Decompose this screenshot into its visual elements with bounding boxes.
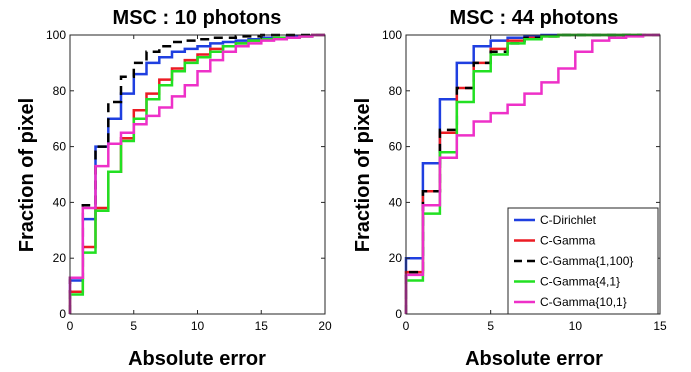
x-axis-label: Absolute error: [465, 348, 603, 370]
series-line-gamma_10_1: [404, 33, 660, 314]
x-tick-label: 20: [318, 319, 332, 333]
x-tick-label: 15: [255, 319, 269, 333]
chart-title: MSC : 44 photons: [450, 7, 619, 29]
y-tick-label: 80: [53, 84, 67, 98]
y-axis-label: Fraction of pixel: [16, 98, 38, 252]
y-tick-label: 100: [382, 28, 402, 42]
x-tick-label: 0: [403, 319, 410, 333]
legend-label: C-Gamma{4,1}: [540, 275, 620, 289]
legend-label: C-Dirichlet: [540, 213, 597, 227]
y-tick-label: 100: [46, 28, 66, 42]
y-tick-label: 20: [389, 251, 403, 265]
x-tick-label: 5: [130, 319, 137, 333]
series-line-gamma_10_1: [68, 33, 325, 314]
chart-panel-left: MSC : 10 photons Fraction of pixel Absol…: [16, 7, 332, 370]
x-tick-label: 10: [191, 319, 205, 333]
x-tick-label: 5: [487, 319, 494, 333]
y-tick-label: 40: [53, 195, 67, 209]
legend-label: C-Gamma{1,100}: [540, 254, 633, 268]
chart-panel-right: MSC : 44 photons Fraction of pixel Absol…: [352, 7, 667, 370]
legend-label: C-Gamma{10,1}: [540, 295, 627, 309]
y-tick-label: 60: [389, 140, 403, 154]
x-axis-label: Absolute error: [128, 348, 266, 370]
x-tick-label: 15: [653, 319, 667, 333]
y-tick-label: 0: [395, 307, 402, 321]
legend: C-Dirichlet C-Gamma C-Gamma{1,100} C-Gamma{…: [507, 207, 659, 315]
y-tick-label: 20: [53, 251, 67, 265]
x-tick-label: 10: [569, 319, 583, 333]
chart-title: MSC : 10 photons: [113, 7, 282, 29]
y-tick-label: 80: [389, 84, 403, 98]
x-tick-label: 0: [67, 319, 74, 333]
y-tick-label: 40: [389, 195, 403, 209]
y-axis-label: Fraction of pixel: [352, 98, 374, 252]
legend-label: C-Gamma: [540, 234, 596, 248]
y-tick-label: 60: [53, 140, 67, 154]
y-tick-label: 0: [59, 307, 66, 321]
